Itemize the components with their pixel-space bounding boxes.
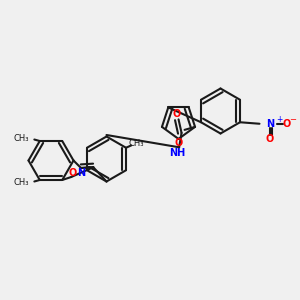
Text: N: N bbox=[77, 167, 86, 178]
Text: O: O bbox=[266, 134, 274, 144]
Text: CH₃: CH₃ bbox=[14, 134, 29, 142]
Text: O: O bbox=[174, 138, 183, 148]
Text: −: − bbox=[289, 115, 296, 124]
Text: O: O bbox=[69, 168, 77, 178]
Text: CH₃: CH₃ bbox=[14, 178, 29, 188]
Text: O: O bbox=[283, 119, 291, 129]
Text: N: N bbox=[266, 119, 274, 129]
Text: +: + bbox=[276, 115, 282, 124]
Text: O: O bbox=[173, 109, 181, 119]
Text: NH: NH bbox=[169, 148, 186, 158]
Text: CH₃: CH₃ bbox=[129, 139, 144, 148]
